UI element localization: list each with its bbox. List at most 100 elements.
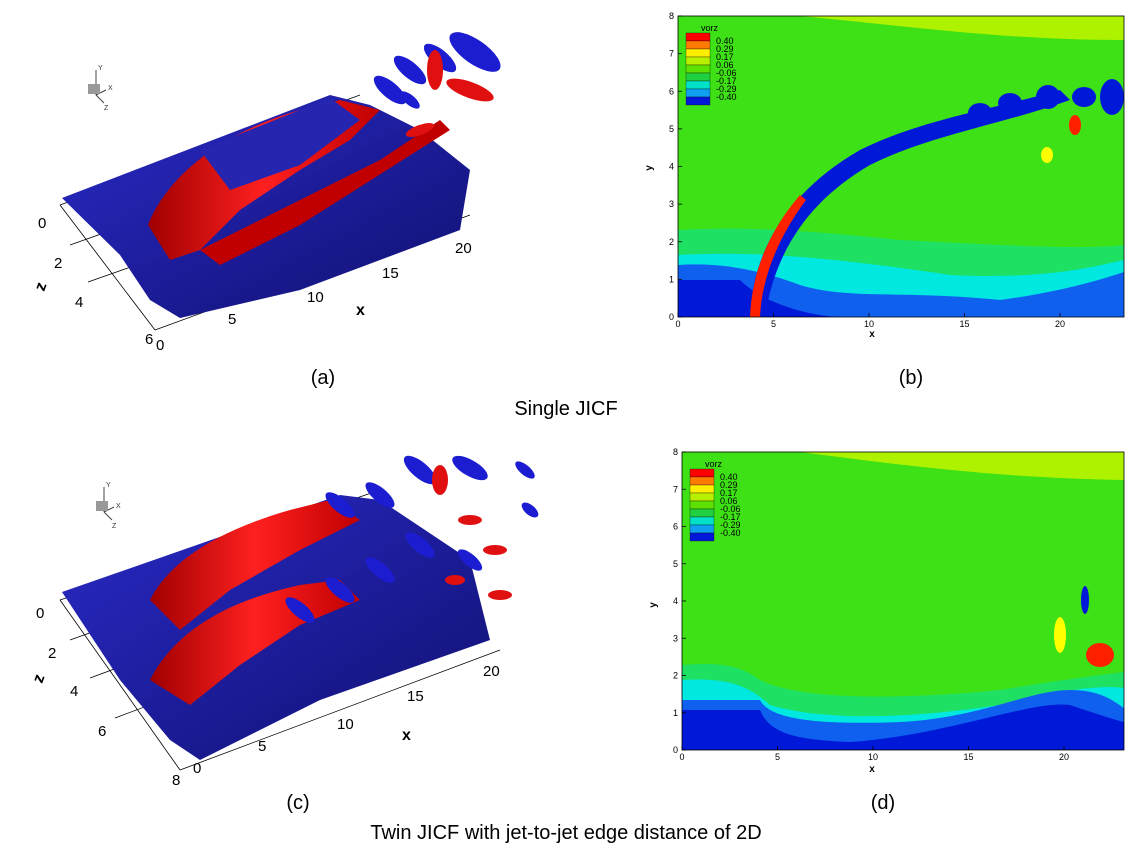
legend-label: -0.29 xyxy=(720,520,741,530)
legend-swatch xyxy=(685,88,711,98)
x-tick-label: 0 xyxy=(193,760,201,777)
y-axis-title: y xyxy=(648,602,659,608)
triad-label: Z xyxy=(112,523,117,530)
legend-title: vorz xyxy=(701,23,719,33)
legend-swatch xyxy=(689,532,715,542)
y-tick-label: 0 xyxy=(669,312,674,322)
x-tick-label: 5 xyxy=(258,738,266,755)
x-tick-label: 0 xyxy=(675,319,680,329)
legend-swatch xyxy=(685,56,711,66)
x-tick-label: 10 xyxy=(307,289,324,306)
caption: Twin JICF with jet-to-jet edge distance … xyxy=(370,822,761,844)
z-tick-label: 8 xyxy=(172,772,180,789)
legend-label: 0.17 xyxy=(716,52,734,62)
caption: Single JICF xyxy=(514,398,617,420)
panel-b-contour xyxy=(677,15,1125,318)
x-tick-label: 10 xyxy=(864,319,874,329)
z-tick-label: 6 xyxy=(98,723,106,740)
y-tick-label: 5 xyxy=(673,559,678,569)
legend-swatch xyxy=(689,516,715,526)
x-tick-label: 15 xyxy=(382,265,399,282)
triad-label: Z xyxy=(104,105,109,112)
legend-label: -0.17 xyxy=(720,512,741,522)
x-tick-label: 0 xyxy=(156,337,164,354)
z-axis-title: z xyxy=(32,280,51,293)
legend-swatch xyxy=(689,500,715,510)
legend-swatch xyxy=(689,492,715,502)
legend-label: -0.40 xyxy=(720,528,741,538)
legend-swatch xyxy=(689,524,715,534)
panel-d-contour xyxy=(681,451,1125,751)
panel-label: (d) xyxy=(871,792,895,814)
y-tick-label: 8 xyxy=(669,11,674,21)
legend-label: 0.40 xyxy=(720,472,738,482)
triad-label: Y xyxy=(106,482,111,489)
y-tick-label: 2 xyxy=(673,671,678,681)
triad-label: X xyxy=(116,503,121,510)
legend-swatch xyxy=(685,96,711,106)
z-tick-label: 4 xyxy=(75,294,83,311)
panel-label: (c) xyxy=(286,792,309,814)
legend-label: 0.17 xyxy=(720,488,738,498)
legend-swatch xyxy=(685,40,711,50)
y-tick-label: 2 xyxy=(669,237,674,247)
legend-swatch xyxy=(689,476,715,486)
y-tick-label: 3 xyxy=(669,199,674,209)
legend-swatch xyxy=(689,508,715,518)
legend-label: -0.06 xyxy=(720,504,741,514)
x-axis-title: x xyxy=(356,302,365,319)
legend-label: 0.29 xyxy=(720,480,738,490)
legend-label: 0.40 xyxy=(716,36,734,46)
z-tick-label: 0 xyxy=(36,605,44,622)
legend-title: vorz xyxy=(705,459,723,469)
x-tick-label: 10 xyxy=(868,752,878,762)
legend-swatch xyxy=(689,484,715,494)
legend-swatch xyxy=(685,64,711,74)
y-axis-title: y xyxy=(644,165,655,171)
legend-label: -0.06 xyxy=(716,68,737,78)
legend-swatch xyxy=(689,468,715,478)
y-tick-label: 6 xyxy=(669,86,674,96)
panel-label: (a) xyxy=(311,367,335,389)
y-tick-label: 1 xyxy=(673,708,678,718)
legend-swatch xyxy=(685,32,711,42)
legend-label: -0.29 xyxy=(716,84,737,94)
y-tick-label: 7 xyxy=(669,49,674,59)
panel-label: (b) xyxy=(899,367,923,389)
x-tick-label: 15 xyxy=(407,688,424,705)
legend-label: 0.29 xyxy=(716,44,734,54)
x-tick-label: 20 xyxy=(1055,319,1065,329)
y-tick-label: 0 xyxy=(673,745,678,755)
x-tick-label: 20 xyxy=(483,663,500,680)
panel-a-render xyxy=(59,32,501,331)
x-axis-title: x xyxy=(402,727,411,744)
x-tick-label: 5 xyxy=(228,311,236,328)
triad-label: X xyxy=(108,85,113,92)
legend-label: -0.40 xyxy=(716,92,737,102)
legend-swatch xyxy=(685,80,711,90)
z-tick-label: 0 xyxy=(38,215,46,232)
legend-swatch xyxy=(685,72,711,82)
y-tick-label: 7 xyxy=(673,484,678,494)
y-tick-label: 6 xyxy=(673,522,678,532)
x-tick-label: 5 xyxy=(775,752,780,762)
y-tick-label: 4 xyxy=(669,162,674,172)
legend-label: 0.06 xyxy=(720,496,738,506)
z-tick-label: 4 xyxy=(70,683,78,700)
legend-label: 0.06 xyxy=(716,60,734,70)
x-tick-label: 20 xyxy=(1059,752,1069,762)
y-tick-label: 5 xyxy=(669,124,674,134)
y-tick-label: 8 xyxy=(673,447,678,457)
x-axis-title: x xyxy=(869,764,875,775)
y-tick-label: 3 xyxy=(673,633,678,643)
z-axis-title: z xyxy=(30,672,49,685)
legend-label: -0.17 xyxy=(716,76,737,86)
x-axis-title: x xyxy=(869,329,875,340)
panel-c-render xyxy=(59,455,539,771)
z-tick-label: 6 xyxy=(145,331,153,348)
x-tick-label: 10 xyxy=(337,716,354,733)
legend-swatch xyxy=(685,48,711,58)
x-tick-label: 5 xyxy=(771,319,776,329)
y-tick-label: 1 xyxy=(669,274,674,284)
